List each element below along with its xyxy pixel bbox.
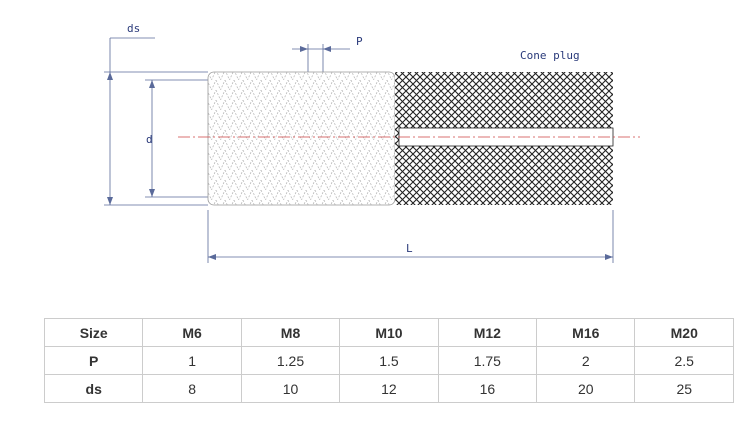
table-cell: M6 bbox=[142, 318, 242, 347]
cone-plug-label: Cone plug bbox=[520, 49, 580, 62]
table-cell: 1.75 bbox=[437, 346, 538, 375]
d-label: d bbox=[146, 133, 153, 146]
table-cell: M16 bbox=[536, 318, 636, 347]
table-cell: M20 bbox=[634, 318, 734, 347]
table-cell: 16 bbox=[437, 374, 538, 403]
arrows bbox=[107, 46, 613, 260]
technical-drawing: ds P Cone plug d L bbox=[104, 22, 640, 263]
table-cell: 8 bbox=[142, 374, 242, 403]
l-label: L bbox=[406, 242, 413, 255]
table-row: ds 8 10 12 16 20 25 bbox=[43, 374, 734, 403]
table-cell: M12 bbox=[437, 318, 538, 347]
table-cell: 1 bbox=[142, 346, 242, 375]
table-cell: 2 bbox=[536, 346, 636, 375]
threaded-body bbox=[207, 71, 396, 206]
table-cell: 12 bbox=[339, 374, 439, 403]
table-cell: ds bbox=[43, 374, 144, 403]
table-cell: P bbox=[43, 346, 144, 375]
table-cell: M10 bbox=[339, 318, 439, 347]
table-row: P 1 1.25 1.5 1.75 2 2.5 bbox=[43, 346, 734, 375]
table-cell: 2.5 bbox=[634, 346, 734, 375]
table-cell: 1.5 bbox=[339, 346, 439, 375]
table-cell: M8 bbox=[240, 318, 341, 347]
table-cell: Size bbox=[43, 318, 144, 347]
table-cell: 20 bbox=[536, 374, 636, 403]
p-label: P bbox=[356, 35, 363, 48]
ds-label: ds bbox=[127, 22, 140, 35]
table-cell: 10 bbox=[240, 374, 341, 403]
table-cell: 1.25 bbox=[240, 346, 341, 375]
table-cell: 25 bbox=[634, 374, 734, 403]
spec-table: Size M6 M8 M10 M12 M16 M20 P 1 1.25 1.5 1.75 2 2.5 ds 8… bbox=[43, 318, 734, 403]
table-row: Size M6 M8 M10 M12 M16 M20 bbox=[43, 318, 734, 347]
dimension-lines bbox=[104, 37, 614, 263]
